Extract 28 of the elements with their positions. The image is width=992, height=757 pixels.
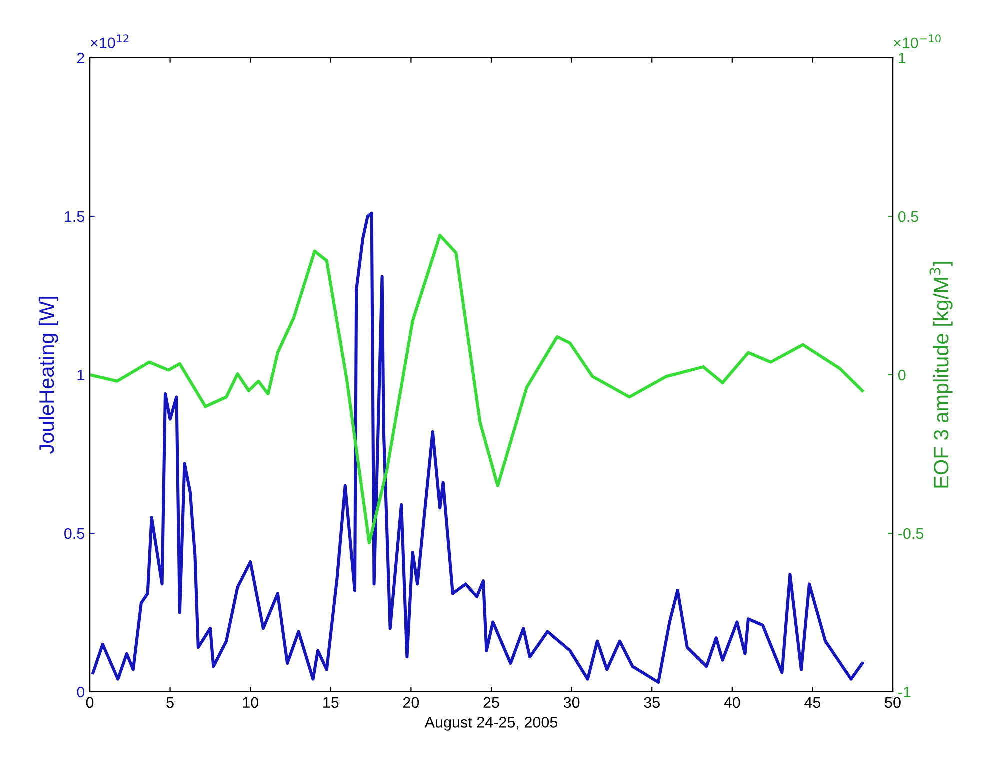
x-tick-label: 40: [724, 697, 740, 708]
x-tick-label: 20: [403, 697, 420, 708]
x-tick-label: 25: [484, 697, 500, 708]
text: ×10$^{−10}$: [894, 34, 941, 49]
y-axis-title: JouleHeating [W]: [38, 297, 58, 454]
x-tick-label: 0: [86, 697, 94, 708]
x-axis-title: August 24-25, 2005: [424, 717, 558, 731]
y2-tick-label: -0.5: [898, 528, 924, 540]
line-series: [90, 234, 864, 545]
y2-tick-label: 0.5: [898, 211, 918, 222]
y-tick-label: 0: [77, 686, 85, 698]
x-tick-label: 5: [166, 697, 174, 708]
text: ×10$^{12}$: [91, 34, 129, 49]
x-tick-label: 15: [324, 697, 339, 708]
x-tick-label: 45: [804, 697, 821, 708]
y-tick-label: 1.5: [65, 212, 84, 222]
x-tick-label: 30: [564, 697, 580, 708]
y-tick-label: 0.5: [64, 528, 84, 540]
x-tick-label: 50: [885, 697, 901, 708]
y2-tick-label: 0: [898, 370, 906, 381]
x-tick-label: 35: [644, 697, 660, 708]
y-tick-label: 1: [78, 370, 84, 381]
y2-axis-title: EOF 3 amplitude [kg/M$^{3}$]: [930, 262, 953, 488]
y2-tick-label: -1: [898, 687, 911, 698]
line-series: [92, 212, 864, 684]
y2-tick-label: 1: [899, 53, 906, 64]
y-tick-label: 2: [77, 52, 84, 64]
x-tick-label: 10: [243, 697, 258, 708]
